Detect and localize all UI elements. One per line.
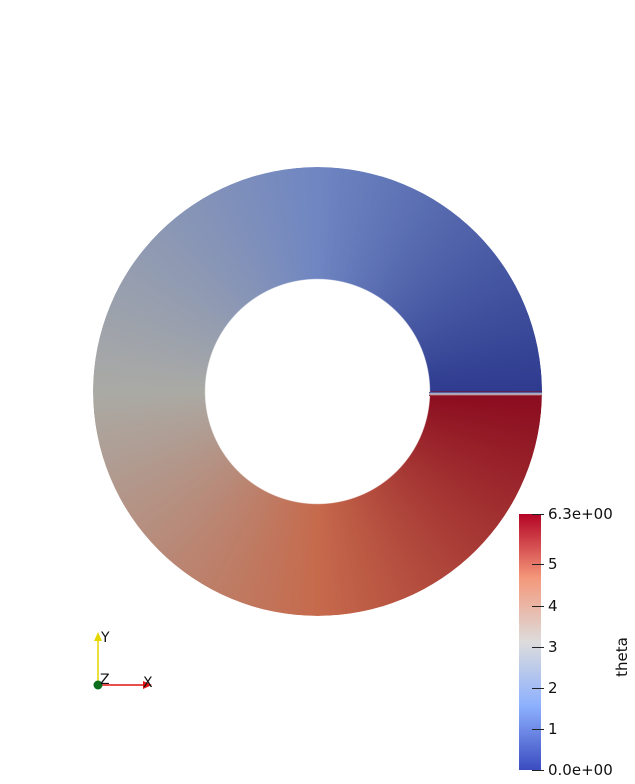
orientation-axes-widget: Y X Z — [93, 630, 153, 691]
x-axis-label: X — [143, 675, 153, 691]
colorbar-tick-label: 1 — [548, 720, 558, 738]
colorbar-tick-label: 4 — [548, 597, 558, 615]
colorbar-tick-label: 2 — [548, 679, 558, 697]
colorbar-tick — [532, 688, 544, 689]
y-axis-arrowhead — [94, 632, 102, 641]
colorbar-title: theta — [613, 637, 631, 677]
y-axis-label: Y — [100, 630, 110, 646]
color-legend-bar — [519, 514, 541, 770]
annulus-mesh — [93, 167, 542, 616]
z-axis-dot — [93, 680, 103, 690]
colorbar-tick — [532, 606, 544, 607]
colorbar-tick-label: 5 — [548, 555, 558, 573]
colorbar-tick-min — [532, 770, 544, 771]
colorbar-tick — [532, 729, 544, 730]
z-axis-label: Z — [100, 672, 110, 688]
colorbar-tick — [532, 564, 544, 565]
annulus-seam — [429, 392, 542, 396]
colorbar-max-label: 6.3e+00 — [548, 505, 613, 523]
colorbar-tick-label: 3 — [548, 638, 558, 656]
colorbar-tick — [532, 647, 544, 648]
x-axis-arrowhead — [143, 681, 152, 689]
colorbar-min-label: 0.0e+00 — [548, 761, 613, 779]
colorbar-tick-max — [532, 514, 544, 515]
